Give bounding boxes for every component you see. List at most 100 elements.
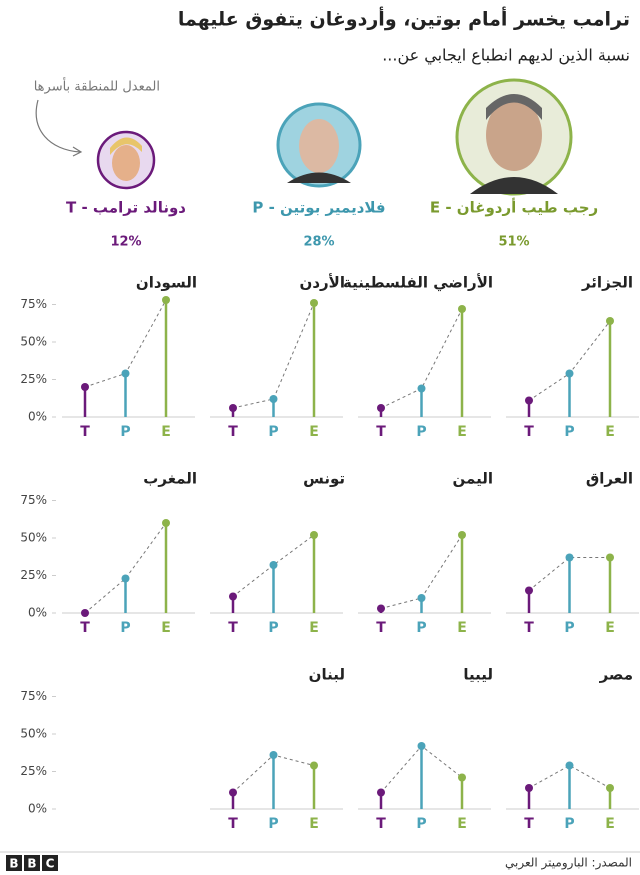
y-tick-label: 75% <box>20 297 47 311</box>
x-tick-label: E <box>309 620 319 636</box>
dot <box>417 384 426 393</box>
x-tick-label: T <box>524 620 534 636</box>
y-tick-label: 0% <box>28 410 47 424</box>
x-tick-label: P <box>120 424 130 440</box>
trend-line <box>232 534 315 597</box>
leader-percent: 12% <box>110 235 141 250</box>
y-tick-label: 75% <box>20 493 47 507</box>
y-tick-label: 0% <box>28 802 47 816</box>
x-tick-label: P <box>564 424 574 440</box>
dot <box>162 519 170 527</box>
dot <box>377 604 385 613</box>
x-tick-label: T <box>376 620 386 636</box>
x-tick-label: E <box>309 816 319 832</box>
subtitle: نسبة الذين لديهم انطباع ايجابي عن... <box>382 46 630 66</box>
panel-title: السودان <box>136 274 197 292</box>
dot <box>310 299 318 307</box>
panel-title: المغرب <box>143 470 197 488</box>
dot <box>417 742 426 750</box>
dot <box>377 404 385 412</box>
dot <box>525 586 533 595</box>
dot <box>269 751 278 759</box>
x-tick-label: E <box>605 816 615 832</box>
x-tick-label: T <box>228 816 238 832</box>
x-tick-label: P <box>416 424 426 440</box>
logo-box <box>6 855 22 871</box>
dot <box>269 561 278 569</box>
x-tick-label: P <box>564 620 574 636</box>
panel-title: ليبيا <box>463 666 493 684</box>
y-tick-label: 0% <box>28 606 47 620</box>
logo-letter: C <box>46 857 55 871</box>
x-tick-label: T <box>376 424 386 440</box>
panel-title: الأراضي الفلسطينية <box>343 274 493 292</box>
dot <box>310 761 318 770</box>
panel-title: تونس <box>303 470 345 488</box>
logo-letter: B <box>9 857 18 871</box>
dot <box>229 592 237 601</box>
x-tick-label: E <box>457 816 467 832</box>
dot <box>229 404 237 412</box>
leader-name: رجب طيب أردوغان - E <box>430 198 598 217</box>
x-tick-label: E <box>605 620 615 636</box>
trend-line <box>232 302 315 409</box>
dot <box>310 531 318 539</box>
x-tick-label: P <box>416 620 426 636</box>
dot <box>565 553 574 562</box>
x-tick-label: E <box>457 620 467 636</box>
x-tick-label: T <box>228 620 238 636</box>
dot <box>525 396 533 405</box>
dot <box>377 788 385 797</box>
y-tick-label: 50% <box>20 335 47 349</box>
dot <box>565 761 574 770</box>
source: المصدر: الباروميتر العربي <box>505 856 632 871</box>
dot <box>606 553 614 562</box>
dot <box>121 369 130 378</box>
x-tick-label: T <box>228 424 238 440</box>
y-tick-label: 50% <box>20 727 47 741</box>
x-tick-label: P <box>564 816 574 832</box>
portrait <box>96 130 156 190</box>
leader-name: دونالد ترامب - T <box>66 199 186 217</box>
x-tick-label: T <box>80 424 90 440</box>
note-arrow <box>35 99 81 153</box>
x-tick-label: P <box>268 424 278 440</box>
dot <box>81 609 89 617</box>
portrait <box>455 78 573 196</box>
x-tick-label: P <box>268 816 278 832</box>
dot <box>121 574 130 583</box>
dot <box>525 784 533 792</box>
x-tick-label: E <box>161 620 171 636</box>
x-tick-label: P <box>120 620 130 636</box>
x-tick-label: E <box>309 424 319 440</box>
dot <box>229 788 237 797</box>
title: ترامب يخسر أمام بوتين، وأردوغان يتفوق عل… <box>178 7 630 31</box>
note: المعدل للمنطقة بأسرها <box>34 77 160 95</box>
panel-title: لبنان <box>309 666 345 684</box>
y-tick-label: 50% <box>20 531 47 545</box>
dot <box>269 395 278 403</box>
x-tick-label: T <box>524 816 534 832</box>
panel-title: الأردن <box>300 274 345 292</box>
x-tick-label: P <box>268 620 278 636</box>
dot <box>458 773 466 782</box>
x-tick-label: E <box>457 424 467 440</box>
logo-box <box>42 855 58 871</box>
dot <box>417 594 426 602</box>
leader-percent: 28% <box>303 235 334 250</box>
x-tick-label: T <box>80 620 90 636</box>
x-tick-label: P <box>416 816 426 832</box>
x-tick-label: T <box>376 816 386 832</box>
y-tick-label: 25% <box>20 568 47 582</box>
leader-name: فلاديمير بوتين - P <box>252 199 385 217</box>
dot <box>458 531 466 539</box>
y-tick-label: 75% <box>20 689 47 703</box>
logo-box <box>24 855 40 871</box>
panel-title: اليمن <box>453 470 493 488</box>
x-tick-label: E <box>161 424 171 440</box>
y-tick-label: 25% <box>20 372 47 386</box>
x-tick-label: T <box>524 424 534 440</box>
portrait <box>276 102 362 188</box>
dot <box>565 369 574 378</box>
trend-line <box>528 557 610 591</box>
